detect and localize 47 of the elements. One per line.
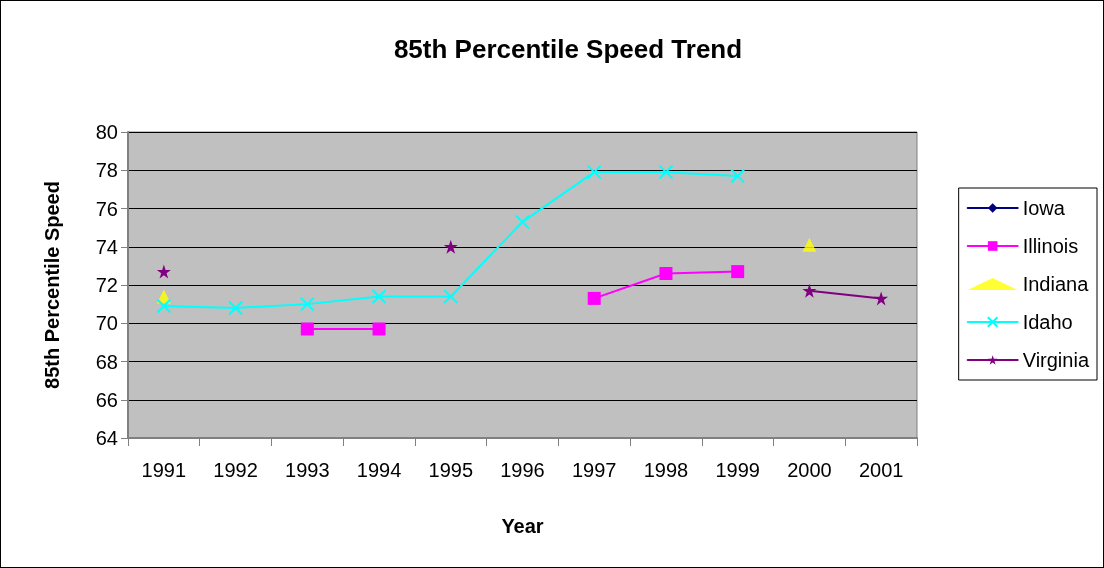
point <box>300 322 314 336</box>
y-tick-label: 70 <box>95 312 118 335</box>
chart-title: 85th Percentile Speed Trend <box>393 34 743 64</box>
legend-label: Virginia <box>1022 349 1090 371</box>
x-tick-label: 1995 <box>428 459 474 481</box>
point <box>658 164 674 180</box>
y-tick-label: 68 <box>95 350 118 373</box>
x-tick-label: 2000 <box>787 459 832 481</box>
y-tick-label: 76 <box>95 197 118 220</box>
x-tick-label: 1992 <box>213 459 258 481</box>
point <box>156 264 171 279</box>
point <box>443 288 459 304</box>
x-axis-title: Year <box>501 515 544 537</box>
y-tick-label: 64 <box>95 427 118 449</box>
x-tick-label: 1996 <box>500 459 545 481</box>
point <box>228 300 244 316</box>
y-tick-label: 74 <box>95 235 118 258</box>
legend-label: Iowa <box>1022 197 1066 219</box>
point <box>586 164 602 180</box>
point <box>802 237 817 252</box>
x-tick-label: 1999 <box>715 459 760 481</box>
legend-label: Indiana <box>1022 273 1090 295</box>
x-tick-label: 1993 <box>285 459 330 481</box>
point <box>443 239 458 254</box>
y-tick-label: 72 <box>95 274 118 296</box>
y-tick-label: 78 <box>95 159 118 182</box>
point <box>874 291 889 306</box>
y-axis-title: 85th Percentile Speed <box>41 181 63 389</box>
x-tick-label: 1991 <box>141 459 187 481</box>
x-tick-label: 2001 <box>858 459 904 481</box>
point <box>659 267 673 281</box>
x-tick-label: 1997 <box>571 459 617 481</box>
point <box>156 298 172 314</box>
point <box>730 168 746 184</box>
point <box>587 291 601 305</box>
legend-label: Idaho <box>1022 311 1073 333</box>
y-tick-label: 66 <box>95 388 118 411</box>
point <box>731 265 745 279</box>
legend-label: Illinois <box>1022 235 1079 257</box>
x-tick-label: 1998 <box>643 459 689 481</box>
point <box>371 288 387 304</box>
point <box>802 283 817 298</box>
point <box>515 214 530 230</box>
x-tick-label: 1994 <box>356 459 402 481</box>
y-tick-label: 80 <box>95 121 118 143</box>
point <box>372 322 386 336</box>
point <box>299 296 315 312</box>
